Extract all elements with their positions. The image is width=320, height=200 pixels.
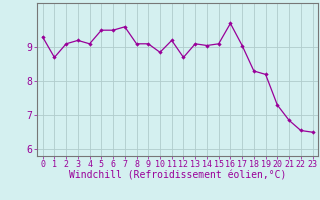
X-axis label: Windchill (Refroidissement éolien,°C): Windchill (Refroidissement éolien,°C): [69, 171, 286, 181]
